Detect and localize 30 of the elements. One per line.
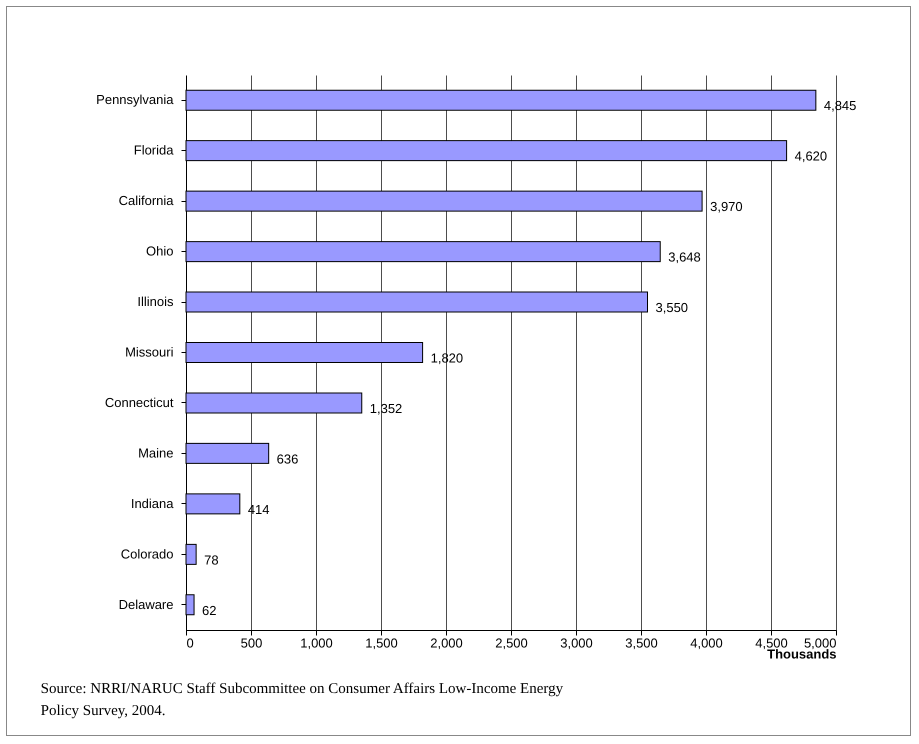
data-label: 78 — [204, 552, 219, 568]
data-label: 3,550 — [656, 300, 688, 316]
y-tick-label: Florida — [134, 142, 174, 158]
x-tick-label: 0 — [186, 636, 194, 650]
source-note: Source: NRRI/NARUC Staff Subcommittee on Consumer Affairs Low-Income Energy Policy Survey, 2004. — [40, 681, 564, 719]
data-label: 636 — [276, 451, 298, 466]
data-label: 4,620 — [794, 148, 828, 164]
x-tick-label: 4,500 — [755, 636, 788, 650]
y-tick-label: Maine — [138, 445, 174, 460]
y-tick-label: Colorado — [120, 546, 174, 562]
y-tick-label: Pennsylvania — [96, 92, 174, 108]
x-tick-label: 2,000 — [430, 636, 463, 650]
x-tick-label: 2,500 — [495, 636, 528, 650]
y-tick-label: Connecticut — [104, 394, 174, 410]
x-tick-label: 1,000 — [300, 636, 333, 650]
x-tick-label: 3,000 — [560, 636, 593, 650]
y-tick-label: Illinois — [137, 294, 174, 310]
y-tick-label: Missouri — [125, 344, 174, 360]
y-tick-label: California — [118, 193, 174, 208]
x-tick-label: 4,000 — [690, 636, 723, 650]
data-label: 62 — [202, 602, 217, 618]
x-tick-label: 3,500 — [625, 636, 658, 650]
y-tick-label: Indiana — [130, 496, 174, 511]
x-tick-label: 500 — [240, 636, 262, 650]
x-tick-label: 5,000 — [804, 636, 836, 650]
y-tick-label: Delaware — [118, 596, 174, 612]
x-tick-label: 1,500 — [365, 636, 398, 650]
data-label: 3,970 — [710, 199, 743, 214]
y-tick-label: Ohio — [146, 244, 174, 259]
data-label: 3,648 — [668, 250, 701, 265]
